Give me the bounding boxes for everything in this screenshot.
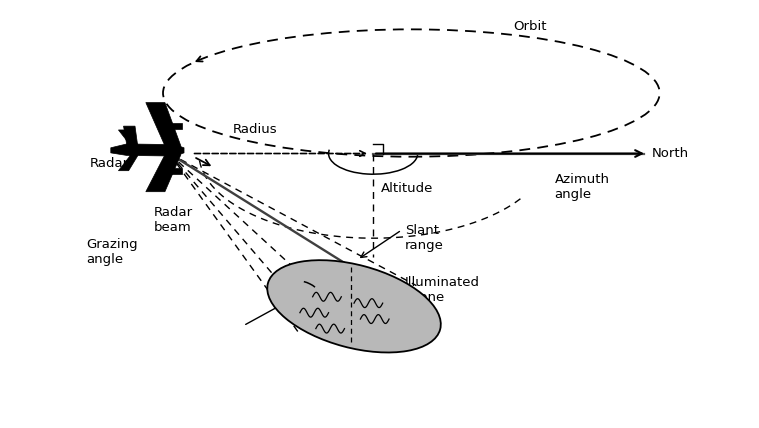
Polygon shape <box>124 126 137 145</box>
Text: Illuminated
scene: Illuminated scene <box>405 276 480 304</box>
Text: Radar
beam: Radar beam <box>153 206 193 235</box>
Text: Azimuth
angle: Azimuth angle <box>555 172 609 201</box>
Polygon shape <box>168 123 182 129</box>
Polygon shape <box>111 144 184 156</box>
Text: Radar: Radar <box>90 157 129 169</box>
Text: North: North <box>652 147 689 160</box>
Text: Orbit: Orbit <box>513 20 546 33</box>
Text: Radius: Radius <box>233 123 278 136</box>
Polygon shape <box>146 103 181 192</box>
Text: Slant
range: Slant range <box>405 224 444 252</box>
Text: Altitude: Altitude <box>381 182 433 195</box>
Polygon shape <box>118 130 137 171</box>
Polygon shape <box>168 167 182 174</box>
Ellipse shape <box>267 260 441 353</box>
Text: Grazing
angle: Grazing angle <box>87 238 138 266</box>
